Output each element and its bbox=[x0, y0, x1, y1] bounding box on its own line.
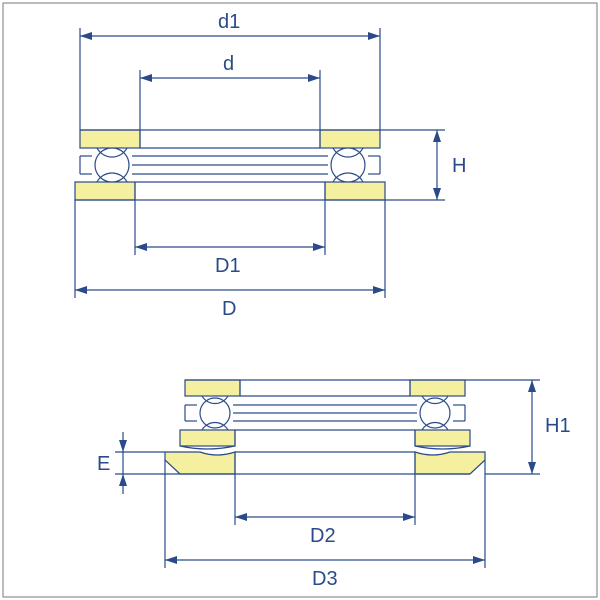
bottom-shaft-washer bbox=[185, 380, 465, 396]
label-d: d bbox=[223, 53, 234, 75]
label-E: E bbox=[97, 453, 110, 475]
label-H: H bbox=[452, 155, 466, 177]
label-H1: H1 bbox=[545, 415, 571, 437]
dim-D2: D2 bbox=[235, 474, 415, 547]
label-D1: D1 bbox=[215, 255, 241, 277]
top-shaft-washer bbox=[80, 130, 380, 148]
dim-d: d bbox=[140, 53, 320, 130]
seat-washer bbox=[165, 452, 485, 474]
label-D3: D3 bbox=[312, 568, 338, 590]
bottom-housing-washer bbox=[180, 430, 470, 449]
bottom-dimensions: H1 E D2 D3 bbox=[97, 380, 571, 590]
top-housing-washer bbox=[75, 182, 385, 200]
dim-D1: D1 bbox=[135, 200, 325, 277]
top-bearing-view bbox=[75, 130, 385, 200]
frame-border bbox=[3, 3, 597, 597]
label-D2: D2 bbox=[310, 525, 336, 547]
label-D: D bbox=[222, 298, 236, 320]
bottom-bearing-view bbox=[165, 380, 485, 474]
dim-H: H bbox=[380, 130, 466, 200]
label-d1: d1 bbox=[218, 11, 240, 33]
ball-right-2 bbox=[420, 398, 450, 428]
ball-left-2 bbox=[200, 398, 230, 428]
